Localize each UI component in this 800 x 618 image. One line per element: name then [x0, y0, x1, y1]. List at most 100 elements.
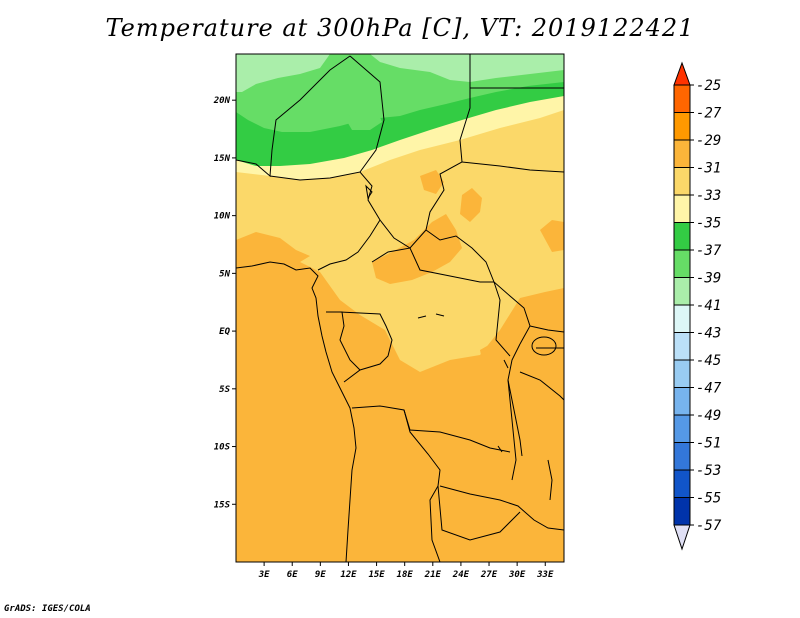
colorbar-swatch — [673, 497, 691, 526]
lat-tick-label: 5S — [219, 385, 230, 395]
field-warm-patch-5 — [540, 220, 564, 252]
colorbar-label: -39 — [696, 271, 721, 287]
lat-tick-label: 15S — [214, 500, 231, 510]
lon-tick-label: 18E — [397, 570, 414, 580]
field-warm-patch-4 — [420, 170, 444, 194]
lat-tick-label: EQ — [219, 327, 230, 337]
colorbar-swatch — [673, 139, 691, 168]
border-sudan — [461, 161, 564, 173]
lat-tick-label: 10N — [214, 212, 231, 222]
colorbar-swatch — [673, 84, 691, 113]
border-north-2 — [349, 55, 385, 173]
colorbar-label: -37 — [696, 243, 722, 259]
lake-mweru — [497, 445, 503, 453]
lon-tick-label: 24E — [452, 570, 470, 580]
longitude-axis: 3E 6E 9E 12E 15E 18E 21E 24E 27E 30E 33E — [258, 562, 554, 580]
border-angola — [403, 409, 441, 562]
border-lake-region — [493, 281, 511, 357]
field-green-mid-blob — [345, 110, 382, 130]
colorbar-swatch — [673, 194, 691, 223]
colorbar-label: -41 — [696, 298, 721, 314]
grads-credit: GrADS: IGES/COLA — [4, 604, 91, 614]
lake-tanganyika — [507, 379, 523, 457]
border-congo-2 — [326, 311, 361, 371]
colorbar-swatch — [673, 414, 691, 443]
colorbar-label: -27 — [696, 106, 722, 122]
map-title: Temperature at 300hPa [C], VT: 201912242… — [105, 14, 695, 42]
colorbar-swatch — [673, 442, 691, 471]
colorbar-swatch — [673, 359, 691, 388]
colorbar-label: -25 — [696, 78, 721, 94]
colorbar-label: -31 — [696, 161, 721, 177]
lon-tick-label: 3E — [258, 570, 270, 580]
colorbar-swatch — [673, 167, 691, 196]
colorbar-swatch — [673, 112, 691, 141]
lat-tick-label: 15N — [214, 154, 231, 164]
map-frame — [235, 53, 565, 563]
colorbar: -25 -27 -29 -31 -33 -35 -37 -39 -41 -43 -45 -47 -49 -… — [673, 61, 722, 551]
colorbar-swatch — [673, 277, 691, 306]
border-drc-south — [351, 405, 511, 453]
colorbar-label: -43 — [696, 326, 721, 342]
border-drc-east — [507, 343, 521, 481]
colorbar-swatch — [673, 222, 691, 251]
border-tanzania — [519, 371, 564, 401]
coastline-west — [236, 261, 357, 562]
colorbar-swatch — [673, 249, 691, 278]
country-borders — [236, 54, 564, 562]
field-warm-patch-3 — [236, 232, 310, 270]
field-warm-patch-1 — [372, 214, 462, 284]
lon-tick-label: 6E — [287, 570, 298, 580]
border-congo — [339, 311, 393, 383]
border-north — [236, 55, 351, 178]
lat-tick-label: 5N — [219, 269, 230, 279]
lon-tick-label: 30E — [508, 570, 526, 580]
lake-small-1 — [417, 315, 427, 319]
colorbar-label: -53 — [696, 463, 721, 479]
border-car-south — [371, 247, 494, 283]
colorbar-swatch — [673, 332, 691, 361]
lakes — [365, 184, 557, 501]
lake-malawi — [547, 459, 553, 501]
lon-tick-label: 9E — [315, 570, 326, 580]
field-warm-patch-6 — [480, 342, 504, 362]
colorbar-swatch — [673, 469, 691, 498]
temperature-field — [236, 54, 564, 562]
border-sahel — [269, 171, 381, 271]
lake-small-2 — [435, 313, 445, 317]
border-north-3 — [425, 54, 471, 231]
lake-victoria — [531, 336, 557, 356]
border-zambia — [439, 485, 564, 531]
colorbar-swatch — [673, 304, 691, 333]
colorbar-top-arrow — [673, 61, 691, 86]
colorbar-label: -33 — [696, 188, 721, 204]
colorbar-label: -45 — [696, 353, 721, 369]
lon-tick-label: 12E — [340, 570, 357, 580]
border-east-africa — [529, 325, 564, 333]
lake-chad — [365, 184, 373, 200]
colorbar-label: -55 — [696, 491, 721, 507]
field-green-light — [236, 54, 330, 92]
field-green-light-2 — [370, 54, 564, 82]
lon-tick-label: 15E — [368, 570, 385, 580]
border-east — [425, 229, 531, 345]
lon-tick-label: 27E — [480, 570, 498, 580]
colorbar-label: -35 — [696, 216, 721, 232]
colorbar-swatch — [673, 387, 691, 416]
lat-tick-label: 20N — [213, 96, 231, 106]
colorbar-label: -57 — [696, 518, 722, 534]
colorbar-bottom-arrow — [673, 524, 691, 551]
border-central — [379, 219, 427, 249]
border-zambia-2 — [437, 485, 521, 541]
lat-tick-label: 10S — [214, 443, 231, 453]
lon-tick-label: 21E — [424, 570, 442, 580]
colorbar-label: -51 — [696, 436, 721, 452]
colorbar-label: -29 — [696, 133, 721, 149]
latitude-axis: 20N 15N 10N 5N EQ 5S 10S 15S — [213, 96, 236, 510]
field-warm-patch-2 — [460, 188, 482, 222]
colorbar-label: -49 — [696, 408, 721, 424]
lon-tick-label: 33E — [536, 570, 554, 580]
colorbar-label: -47 — [696, 381, 722, 397]
lake-kivu — [503, 359, 509, 369]
